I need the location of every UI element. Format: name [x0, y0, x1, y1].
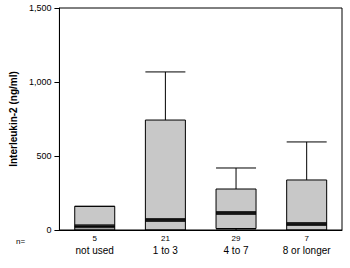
svg-text:5: 5: [93, 234, 98, 243]
svg-text:n=: n=: [16, 237, 25, 246]
svg-text:21: 21: [161, 234, 170, 243]
svg-text:500: 500: [36, 151, 51, 161]
svg-text:not used: not used: [76, 245, 114, 256]
svg-text:Interleukin-2 (ng/ml): Interleukin-2 (ng/ml): [8, 71, 19, 167]
svg-text:1 to 3: 1 to 3: [153, 245, 178, 256]
svg-text:8 or longer: 8 or longer: [283, 245, 331, 256]
svg-text:1,000: 1,000: [29, 77, 52, 87]
svg-text:1,500: 1,500: [29, 3, 52, 13]
svg-text:0: 0: [46, 225, 51, 235]
svg-text:4 to 7: 4 to 7: [224, 245, 249, 256]
svg-text:29: 29: [232, 234, 241, 243]
svg-text:7: 7: [304, 234, 309, 243]
